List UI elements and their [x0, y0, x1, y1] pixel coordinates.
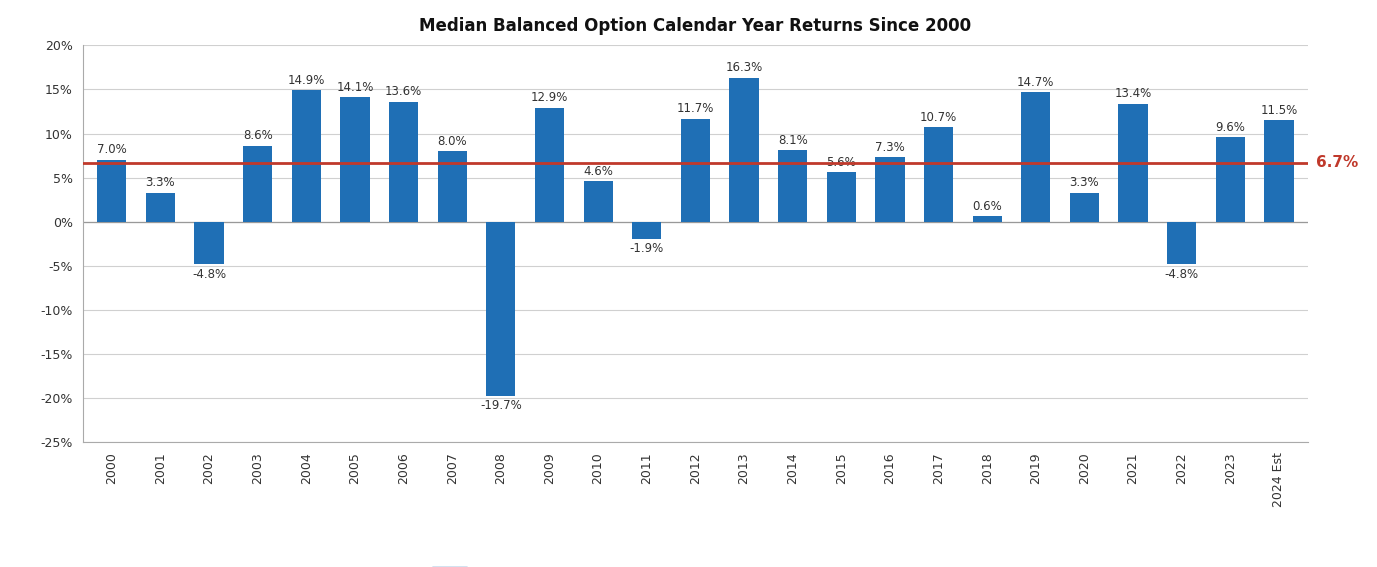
Bar: [924, 128, 953, 222]
Bar: [778, 150, 807, 222]
Text: -4.8%: -4.8%: [191, 268, 226, 281]
Text: 14.7%: 14.7%: [1018, 75, 1055, 88]
Legend: Median Balanced (60-76) Option, Average Return Since 2000: Median Balanced (60-76) Option, Average …: [427, 561, 964, 567]
Bar: [292, 90, 321, 222]
Bar: [730, 78, 759, 222]
Bar: [438, 151, 467, 222]
Bar: [1070, 193, 1099, 222]
Bar: [194, 222, 223, 264]
Bar: [1168, 222, 1197, 264]
Text: 16.3%: 16.3%: [726, 61, 763, 74]
Bar: [680, 119, 711, 222]
Text: 9.6%: 9.6%: [1216, 121, 1245, 134]
Text: -19.7%: -19.7%: [481, 399, 522, 412]
Text: 13.4%: 13.4%: [1114, 87, 1151, 100]
Text: 8.0%: 8.0%: [438, 135, 467, 147]
Text: 13.6%: 13.6%: [386, 85, 423, 98]
Text: 8.1%: 8.1%: [778, 134, 807, 147]
Text: -1.9%: -1.9%: [629, 242, 664, 255]
Bar: [1118, 104, 1147, 222]
Text: 3.3%: 3.3%: [146, 176, 175, 189]
Bar: [244, 146, 273, 222]
Bar: [340, 98, 369, 222]
Text: 11.5%: 11.5%: [1260, 104, 1297, 117]
Bar: [1022, 92, 1051, 222]
Bar: [98, 160, 127, 222]
Text: 7.0%: 7.0%: [96, 143, 127, 156]
Bar: [1216, 137, 1245, 222]
Text: 7.3%: 7.3%: [874, 141, 905, 154]
Title: Median Balanced Option Calendar Year Returns Since 2000: Median Balanced Option Calendar Year Ret…: [420, 18, 971, 36]
Text: 5.6%: 5.6%: [826, 156, 856, 169]
Bar: [146, 193, 175, 222]
Bar: [584, 181, 613, 222]
Text: 14.1%: 14.1%: [336, 81, 373, 94]
Text: 14.9%: 14.9%: [288, 74, 325, 87]
Bar: [972, 217, 1001, 222]
Text: 4.6%: 4.6%: [584, 164, 613, 177]
Bar: [632, 222, 661, 239]
Text: 3.3%: 3.3%: [1070, 176, 1099, 189]
Text: -4.8%: -4.8%: [1165, 268, 1199, 281]
Text: 0.6%: 0.6%: [972, 200, 1002, 213]
Text: 11.7%: 11.7%: [676, 102, 715, 115]
Bar: [876, 158, 905, 222]
Text: 6.7%: 6.7%: [1316, 155, 1359, 170]
Text: 12.9%: 12.9%: [530, 91, 569, 104]
Bar: [388, 102, 419, 222]
Text: 8.6%: 8.6%: [242, 129, 273, 142]
Bar: [1264, 120, 1293, 222]
Bar: [826, 172, 856, 222]
Bar: [534, 108, 565, 222]
Bar: [486, 222, 515, 396]
Text: 10.7%: 10.7%: [920, 111, 957, 124]
